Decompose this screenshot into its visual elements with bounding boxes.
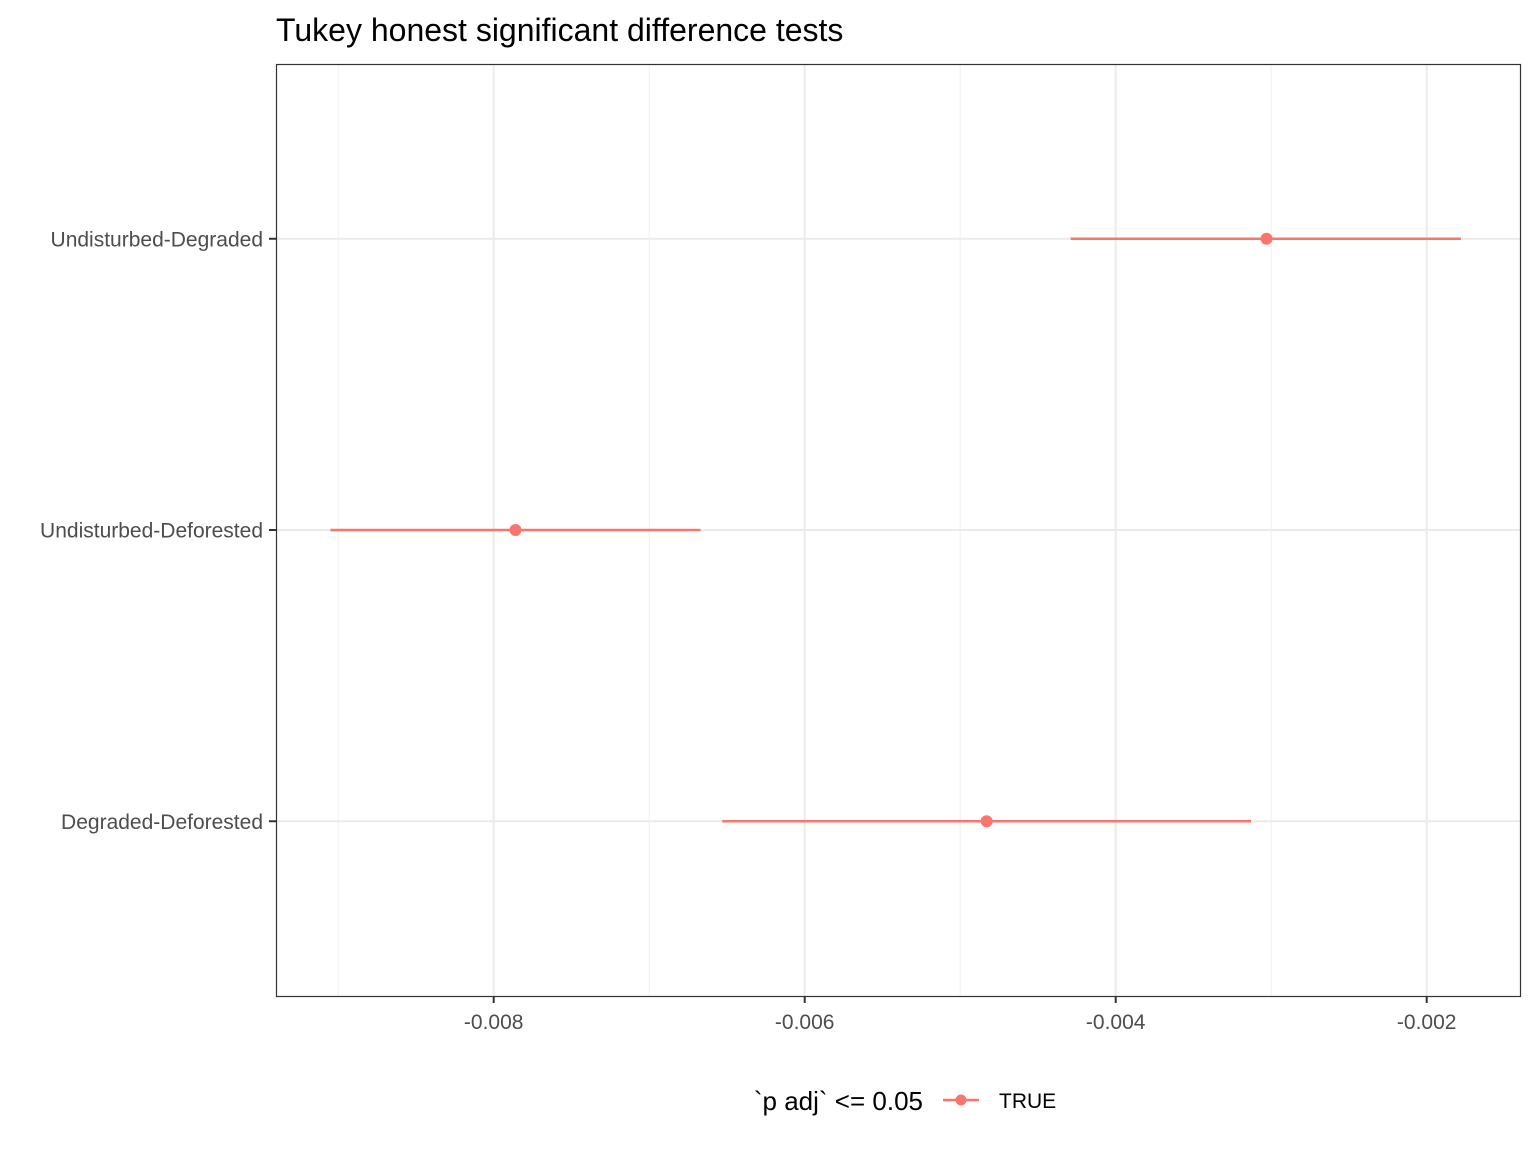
x-axis: -0.008 -0.006 -0.004 -0.002 bbox=[464, 996, 1457, 1034]
estimate-point bbox=[1260, 232, 1273, 245]
y-axis: Undisturbed-Degraded Undisturbed-Deforest… bbox=[40, 228, 276, 834]
legend: `p adj` <= 0.05 TRUE bbox=[754, 1086, 1056, 1116]
legend-key-point bbox=[955, 1094, 967, 1106]
estimate-point bbox=[509, 524, 522, 536]
x-tick-label: -0.008 bbox=[464, 1011, 524, 1034]
plot-panel-border bbox=[275, 63, 1522, 998]
x-tick-label: -0.002 bbox=[1397, 1011, 1457, 1034]
y-tick-label: Degraded-Deforested bbox=[61, 811, 263, 834]
x-tick-label: -0.006 bbox=[775, 1011, 835, 1034]
estimate-point bbox=[980, 815, 993, 828]
y-tick-label: Undisturbed-Degraded bbox=[51, 228, 263, 251]
chart-title: Tukey honest significant difference test… bbox=[276, 12, 843, 48]
legend-label-true: TRUE bbox=[999, 1090, 1056, 1113]
marks-layer bbox=[330, 232, 1461, 828]
x-tick-label: -0.004 bbox=[1086, 1011, 1146, 1034]
y-tick-label: Undisturbed-Deforested bbox=[40, 520, 263, 543]
legend-title: `p adj` <= 0.05 bbox=[754, 1086, 923, 1116]
